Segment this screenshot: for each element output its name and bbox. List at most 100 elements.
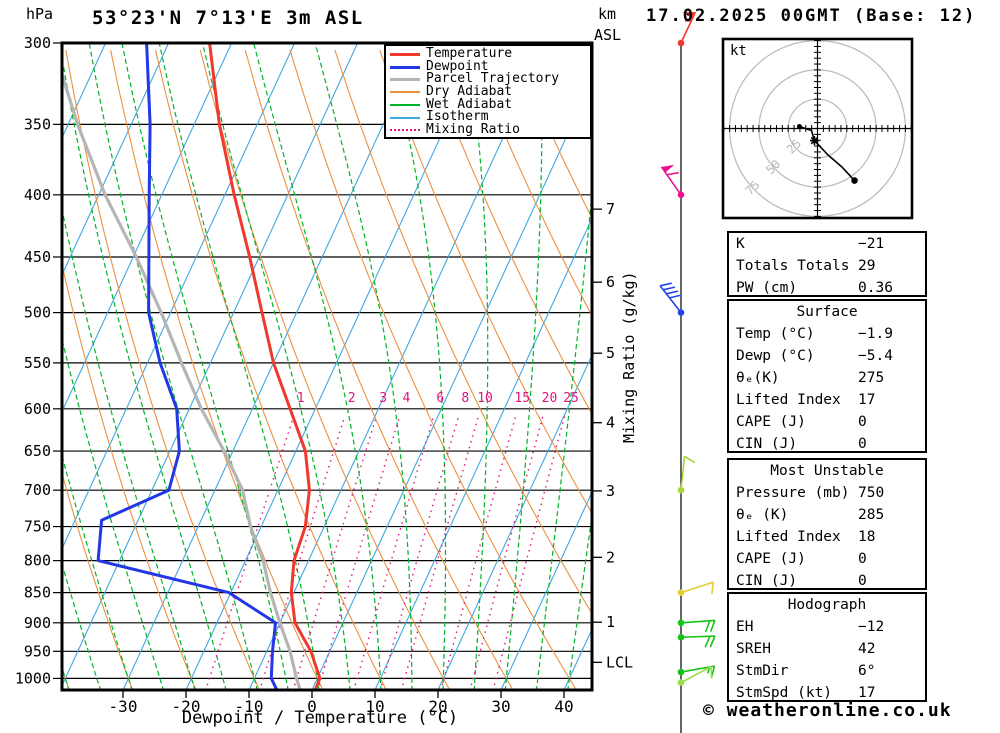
legend-label: Parcel Trajectory — [426, 71, 560, 87]
mixing-ratio-value-label: 6 — [436, 391, 444, 406]
sounding-curves — [62, 43, 322, 690]
legend-sample-dry-adiabat — [390, 91, 420, 94]
temperature-tick-label: -30 — [109, 697, 138, 716]
legend-sample-temperature — [390, 52, 420, 56]
wind-barb-dot — [677, 589, 685, 596]
wind-barb-dot — [677, 633, 685, 641]
wind-barb-300 — [677, 11, 697, 47]
wind-barb-staff — [660, 166, 682, 196]
table-row: Lifted Index 18 — [729, 526, 925, 548]
table-row: PW (cm) 0.36 — [729, 277, 925, 299]
dry-adiabat-line — [334, 49, 592, 615]
wind-barb-full — [704, 635, 711, 648]
legend-item: Mixing Ratio — [390, 122, 590, 138]
wind-barb-900 — [677, 619, 716, 633]
table-row-label: PW (cm) — [736, 280, 798, 296]
pressure-tick-label: 700 — [24, 481, 51, 499]
wet-adiabat-line — [314, 43, 413, 690]
table-row-label: Dewp (°C) — [736, 348, 815, 364]
legend-item: Parcel Trajectory — [390, 73, 590, 86]
dry-adiabat-line — [154, 49, 387, 690]
km-tick-label: 1 — [606, 613, 615, 631]
table-row-value: 0 — [858, 573, 867, 589]
wet-adiabat-line — [201, 43, 351, 690]
km-tick-label: 6 — [606, 273, 615, 291]
dry-adiabat-line — [62, 471, 134, 690]
temperature-tick-label: 40 — [554, 697, 573, 716]
table-row-label: CIN (J) — [736, 573, 798, 589]
wind-barb-full — [666, 171, 679, 176]
legend-label: Dry Adiabat — [426, 84, 513, 100]
legend-label: Isotherm — [426, 109, 489, 125]
wind-barb-full — [704, 620, 711, 633]
wind-barb-full — [666, 290, 679, 295]
table-row-label: CAPE (J) — [736, 414, 806, 430]
table-row: Pressure (mb) 750 — [729, 482, 925, 504]
legend-label: Mixing Ratio — [426, 122, 520, 138]
table-header: Most Unstable — [770, 463, 884, 479]
surface-table: Surface Temp (°C) −1.9 Dewp (°C) −5.4 θₑ(K) 27… — [727, 299, 927, 453]
hodograph-unit-label: kt — [730, 43, 747, 59]
km-tick-label: 7 — [606, 200, 615, 218]
pressure-tick-label: 1000 — [15, 669, 51, 687]
wind-barb-1008 — [677, 665, 713, 686]
pressure-tick-label: 550 — [24, 354, 51, 372]
watermark: © weatheronline.co.uk — [703, 700, 952, 721]
table-row-value: 750 — [858, 485, 885, 501]
table-row-value: 0 — [858, 551, 867, 567]
hodograph-trace-start-dot — [796, 124, 802, 130]
hodograph-table: Hodograph EH −12 SREH 42 StmDir 6° StmSpd (kt) 1… — [727, 592, 927, 702]
mixing-ratio-axis-title: Mixing Ratio (g/kg) — [620, 271, 638, 443]
legend-item: Dry Adiabat — [390, 84, 590, 100]
wind-barb-full — [710, 666, 713, 679]
indices-table: K −21 Totals Totals 29 PW (cm) 0.36 — [727, 231, 927, 297]
pressure-tick-label: 900 — [24, 614, 51, 632]
pressure-tick-label: 500 — [24, 304, 51, 322]
mixing-ratio-value-label: 8 — [461, 391, 469, 406]
wind-barb-700 — [677, 455, 696, 494]
isotherm-line — [122, 43, 422, 690]
table-row-value: 285 — [858, 507, 885, 523]
mixing-ratio-line — [400, 415, 480, 690]
wet-adiabat-line — [62, 336, 165, 690]
km-tick-label: 2 — [606, 548, 615, 566]
asl-unit-label: ASL — [594, 26, 622, 44]
plot-frame — [60, 41, 594, 692]
km-tick-label: 3 — [606, 482, 615, 500]
dry-adiabat-line — [65, 49, 261, 690]
mixing-ratio-line — [258, 415, 346, 690]
table-row-label: Lifted Index — [736, 392, 841, 408]
hodograph-frame — [721, 37, 914, 220]
dry-adiabat-line — [62, 262, 197, 690]
table-row-label: θₑ(K) — [736, 370, 780, 386]
table-row-label: Pressure (mb) — [736, 485, 850, 501]
legend-item: Wet Adiabat — [390, 98, 590, 112]
table-row: CAPE (J) 0 — [729, 548, 925, 570]
dry-adiabat-line — [289, 49, 578, 690]
pressure-tick-label: 450 — [24, 248, 51, 266]
mixing-ratio-line — [317, 415, 401, 690]
run-datetime-label: 17.02.2025 00GMT (Base: 12) — [646, 6, 977, 26]
dry-adiabat-line — [379, 49, 592, 515]
table-row-label: θₑ (K) — [736, 507, 789, 523]
mixing-ratio-value-label: 10 — [477, 391, 493, 406]
temperature-curve — [208, 43, 322, 690]
table-row: EH −12 — [729, 616, 925, 638]
wet-adiabat-line — [0, 43, 6, 691]
hodograph-trace — [799, 125, 856, 182]
wind-barb-dot — [677, 486, 685, 494]
wet-adiabat-line — [504, 43, 543, 690]
wind-barb-staff — [680, 456, 686, 491]
table-row-value: 0 — [858, 414, 867, 430]
mixing-ratio-value-label: 15 — [514, 391, 530, 406]
wind-barb-full — [669, 294, 682, 299]
km-tick-label: LCL — [606, 653, 633, 671]
table-row-value: 18 — [858, 529, 876, 545]
table-row: θₑ (K) 285 — [729, 504, 925, 526]
mixing-ratio-line — [204, 415, 295, 690]
legend-sample-isotherm — [390, 116, 420, 119]
legend-item: Isotherm — [390, 111, 590, 124]
wet-adiabat-line — [62, 453, 133, 690]
mixing-ratio-line — [492, 415, 566, 690]
